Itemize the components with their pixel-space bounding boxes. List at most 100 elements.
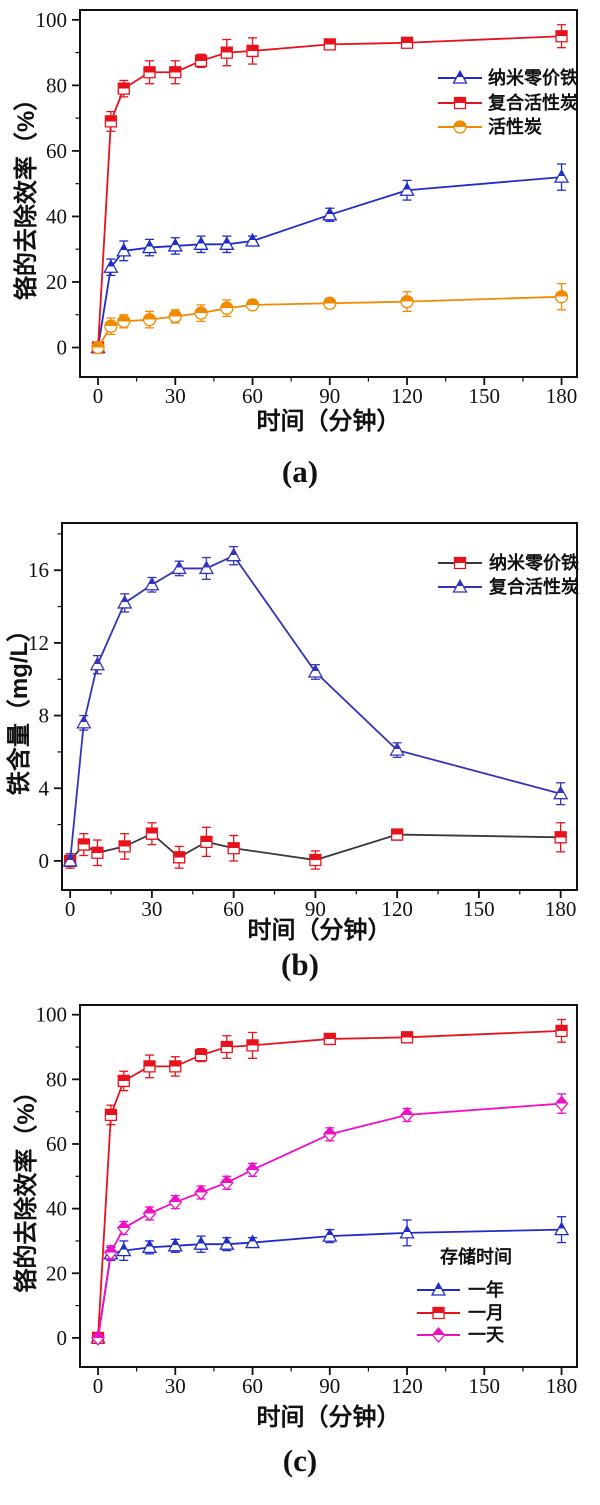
data-point-marker-square — [220, 1040, 233, 1054]
legend-marker-square — [432, 1306, 445, 1320]
data-point-marker-circle — [142, 313, 157, 327]
x-tick-label: 30 — [141, 897, 162, 921]
data-point-marker-triangle — [193, 236, 209, 250]
x-tick-label: 180 — [545, 897, 577, 921]
x-tick-label: 180 — [546, 1374, 578, 1398]
chart-a-series-1 — [91, 24, 568, 354]
legend-marker-triangle — [430, 1281, 447, 1296]
legend-marker-triangle — [452, 69, 468, 84]
data-point-marker-triangle — [198, 560, 215, 575]
y-tick-label: 80 — [46, 1067, 67, 1091]
data-point-marker-square — [227, 842, 240, 855]
chart-a-figure: 0 30 60 90 120 150 180 0 20 40 60 80 100 时间（分钟） 铬的去除效率… — [0, 0, 600, 505]
data-point-marker-triangle — [322, 1227, 338, 1242]
y-tick-label: 0 — [39, 849, 50, 873]
chart-a-canvas: 0 30 60 90 120 150 180 0 20 40 60 80 100 时间（分钟） 铬的去除效率… — [12, 8, 578, 489]
y-tick-label: 100 — [36, 8, 68, 32]
data-point-marker-circle — [220, 301, 234, 315]
data-point-marker-square — [246, 1039, 259, 1052]
y-axis-label: 铬的去除效率（%） — [12, 87, 40, 300]
data-point-marker-square — [104, 1108, 118, 1122]
x-tick-label: 90 — [319, 384, 340, 408]
legend-marker-square — [453, 556, 467, 570]
x-axis-label: 时间（分钟） — [248, 917, 392, 944]
data-point-marker-circle — [104, 319, 118, 333]
data-point-marker-diamond — [322, 1126, 337, 1143]
data-point-marker-square — [91, 846, 104, 859]
data-point-marker-triangle — [62, 852, 78, 867]
x-tick-label: 90 — [319, 1374, 340, 1398]
y-tick-label: 60 — [46, 1132, 67, 1156]
chart-c-series-2 — [91, 1093, 569, 1346]
x-tick-label: 0 — [93, 384, 104, 408]
y-tick-label: 40 — [46, 204, 67, 228]
data-point-marker-triangle — [399, 1224, 415, 1239]
data-point-marker-square — [391, 828, 404, 841]
data-point-marker-triangle — [167, 1237, 183, 1252]
legend-marker-square — [453, 96, 467, 110]
data-point-marker-square — [323, 1032, 336, 1046]
y-tick-label: 100 — [36, 1003, 68, 1027]
x-tick-label: 150 — [469, 384, 501, 408]
y-tick-label: 20 — [46, 1261, 67, 1285]
data-point-marker-triangle — [116, 1242, 132, 1257]
data-point-marker-square — [555, 1024, 568, 1038]
chart-c-series-0 — [90, 1216, 570, 1344]
data-point-marker-circle — [117, 314, 131, 328]
chart-b-figure: 0 30 60 90 120 150 180 0 4 8 12 16 时间（分钟） 铁含量（mg/L） 纳米… — [0, 505, 600, 995]
data-point-marker-square — [200, 835, 213, 849]
data-point-marker-diamond — [400, 1106, 414, 1123]
x-tick-label: 150 — [463, 897, 495, 921]
data-point-marker-square — [77, 838, 90, 851]
legend-title: 存储时间 — [440, 1246, 512, 1267]
x-tick-label: 120 — [391, 1374, 423, 1398]
chart-b-x-axis: 0 30 60 90 120 150 180 — [65, 890, 576, 921]
data-point-marker-square — [554, 831, 567, 844]
x-tick-label: 30 — [165, 1374, 186, 1398]
y-tick-label: 0 — [57, 336, 68, 360]
data-point-marker-triangle — [116, 242, 132, 257]
data-point-marker-triangle — [141, 239, 158, 254]
chart-b-frame — [61, 522, 578, 891]
chart-a-frame — [79, 9, 578, 378]
data-point-marker-square — [400, 1031, 414, 1044]
data-point-marker-diamond — [116, 1220, 131, 1237]
y-axis-label: 铁含量（mg/L） — [5, 618, 33, 795]
data-point-marker-diamond — [104, 1244, 118, 1261]
legend-entry-label: 复合活性炭 — [488, 576, 579, 597]
x-tick-label: 60 — [242, 384, 263, 408]
chart-a-y-axis: 0 20 40 60 80 100 — [36, 8, 80, 360]
x-tick-label: 120 — [391, 384, 423, 408]
x-tick-label: 60 — [242, 1374, 263, 1398]
y-tick-label: 4 — [39, 776, 50, 800]
chart-c-canvas: 0 30 60 90 120 150 180 0 20 40 60 80 100 时间（分钟） 铬的去除效率… — [12, 1003, 578, 1478]
legend-marker-circle — [453, 120, 467, 134]
data-point-marker-square — [104, 115, 118, 128]
y-tick-label: 20 — [46, 270, 67, 294]
chart-a-series-2 — [91, 282, 569, 355]
legend-entry-label: 纳米零价铁 — [488, 67, 578, 88]
data-point-marker-diamond — [168, 1194, 183, 1211]
data-point-marker-circle — [400, 294, 414, 309]
chart-c-series-1 — [91, 1018, 568, 1345]
data-point-marker-circle — [554, 290, 569, 304]
data-point-marker-square — [145, 827, 159, 840]
y-axis-label: 铬的去除效率（%） — [12, 1079, 40, 1292]
data-point-marker-triangle — [193, 1236, 209, 1250]
chart-a-series-0 — [90, 163, 570, 354]
data-point-marker-diamond — [219, 1174, 234, 1191]
data-point-marker-triangle — [244, 1234, 261, 1249]
chart-a-caption: (a) — [282, 454, 318, 489]
x-tick-label: 90 — [305, 897, 326, 921]
data-point-marker-square — [117, 82, 130, 95]
data-point-marker-square — [309, 853, 322, 867]
chart-b-y-axis: 0 4 8 12 16 — [28, 533, 62, 873]
data-point-marker-triangle — [322, 206, 338, 221]
data-point-marker-circle — [168, 309, 182, 324]
data-point-marker-triangle — [244, 232, 261, 247]
chart-b-series-0 — [64, 822, 567, 870]
x-tick-label: 0 — [65, 897, 76, 921]
y-tick-label: 40 — [46, 1197, 67, 1221]
data-point-marker-triangle — [553, 1221, 570, 1236]
